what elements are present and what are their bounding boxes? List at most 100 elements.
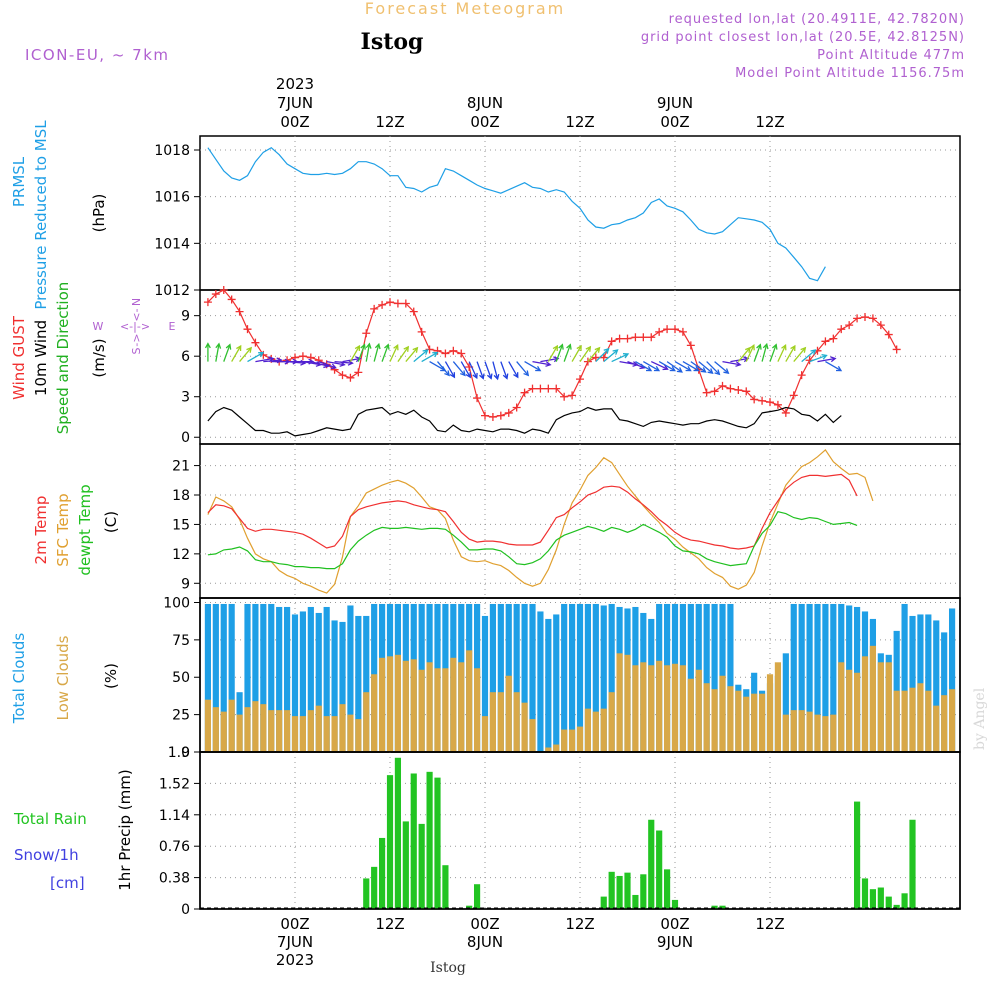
low-cloud-bar — [260, 704, 267, 752]
wind-arrow-head — [354, 344, 361, 352]
gust-point — [568, 391, 577, 400]
low-cloud-bar — [371, 674, 378, 752]
time-label-top: 7JUN — [277, 94, 313, 112]
panel-frame — [199, 751, 961, 910]
wind-arrow — [801, 349, 816, 363]
wind-unit: (m/s) — [90, 338, 108, 377]
total-cloud-bar — [576, 603, 584, 752]
gust-point — [734, 385, 743, 394]
wind-arrow — [698, 361, 713, 374]
wind-arrow-head — [215, 342, 222, 349]
rain-bar — [410, 773, 417, 909]
wind-arrow-head — [236, 344, 242, 352]
wind-arrow — [722, 360, 741, 366]
rain-bar — [877, 887, 884, 909]
low-cloud-bar — [212, 707, 219, 752]
wind-arrow — [468, 361, 478, 379]
wind-arrow-head — [355, 356, 362, 363]
snow-label: Snow/1h — [14, 846, 79, 864]
gust-point — [837, 325, 846, 334]
y-tick-label: 9 — [181, 309, 190, 325]
wind-arrow-head — [810, 349, 817, 355]
low-cloud-bar — [291, 716, 299, 752]
gust-point — [386, 298, 394, 307]
low-cloud-bar — [909, 687, 916, 752]
rain-bar — [466, 905, 473, 909]
wind-arrow — [397, 346, 409, 362]
total-cloud-bar — [252, 603, 259, 752]
wind-arrow — [460, 361, 471, 378]
time-label-top: 00Z — [660, 113, 689, 131]
wind-arrow-head — [749, 344, 755, 351]
wind-arrow-head — [676, 367, 683, 373]
low-cloud-bar — [458, 662, 465, 752]
wind-arrow-head — [707, 368, 714, 375]
footer-location: Istog — [430, 960, 466, 976]
grid-point-coords: grid point closest lon,lat (20.5E, 42.81… — [641, 30, 965, 45]
gust-point — [504, 408, 513, 417]
wind-arrow — [413, 349, 428, 363]
gust-point — [647, 333, 656, 342]
rain-bar — [442, 865, 449, 909]
wind-arrow — [643, 361, 660, 372]
wind-arrow — [484, 361, 492, 379]
rain-bar — [600, 896, 607, 909]
wind-arrow — [421, 352, 438, 363]
gust-point — [203, 298, 212, 307]
wind-arrow — [508, 361, 519, 378]
wind-arrow-head — [762, 342, 769, 350]
low-cloud-bar — [410, 659, 417, 752]
wind-arrow — [357, 344, 366, 362]
wind-arrow-head — [612, 349, 619, 355]
low-cloud-bar — [386, 656, 394, 752]
low-cloud-bar — [450, 657, 457, 752]
wind-arrow-head — [669, 365, 676, 372]
rain-label: Total Rain — [13, 810, 87, 828]
wind-arrow — [627, 360, 645, 369]
wind-arrow-head — [558, 343, 564, 350]
wind-arrow-head — [714, 369, 721, 376]
y-tick-label: 0 — [181, 902, 190, 918]
low-cloud-bar — [853, 672, 861, 752]
low-cloud-bar — [901, 690, 908, 752]
y-tick-label: 0.76 — [159, 839, 190, 855]
wind-arrow — [381, 344, 389, 362]
wind-arrow — [326, 360, 345, 366]
wind-arrow-head — [553, 356, 560, 363]
gust-point — [211, 290, 220, 299]
wind-arrow-head — [622, 353, 630, 359]
y-tick-label: 0 — [181, 430, 190, 446]
wind-arrow-head — [384, 343, 390, 350]
time-label-top: 00Z — [470, 113, 499, 131]
low-cloud-bar — [553, 744, 560, 752]
gust-point — [845, 321, 854, 330]
wind-arrow — [579, 346, 591, 362]
dewpt-label: dewpt Temp — [76, 484, 94, 575]
low-cloud-bar — [933, 705, 940, 752]
total-cloud-bar — [212, 603, 219, 752]
total-cloud-bar — [331, 620, 338, 752]
time-label-top: 12Z — [375, 113, 404, 131]
gust-point — [686, 341, 695, 350]
total-cloud-bar — [315, 612, 322, 752]
total-cloud-bar — [806, 603, 813, 752]
dewpt-line — [207, 511, 858, 570]
low-cloud-bar — [426, 662, 433, 752]
gust-point — [473, 394, 482, 403]
wind-arrow — [318, 360, 336, 369]
wind-arrow-head — [735, 361, 742, 367]
low-cloud-bar — [236, 714, 243, 752]
y-tick-label: 15 — [172, 517, 190, 533]
gust-point — [702, 388, 711, 397]
low-cloud-bar — [656, 660, 663, 752]
time-label-top: 9JUN — [657, 94, 693, 112]
gust-point — [726, 384, 735, 393]
total-cloud-bar — [561, 603, 568, 752]
wind-arrow-head — [403, 345, 410, 352]
gust-point — [615, 334, 624, 343]
total-cloud-bar — [941, 632, 948, 752]
low-clouds-label: Low Clouds — [54, 635, 72, 720]
compass-e: E — [169, 320, 176, 333]
low-cloud-bar — [513, 692, 520, 752]
low-cloud-bar — [774, 662, 782, 752]
